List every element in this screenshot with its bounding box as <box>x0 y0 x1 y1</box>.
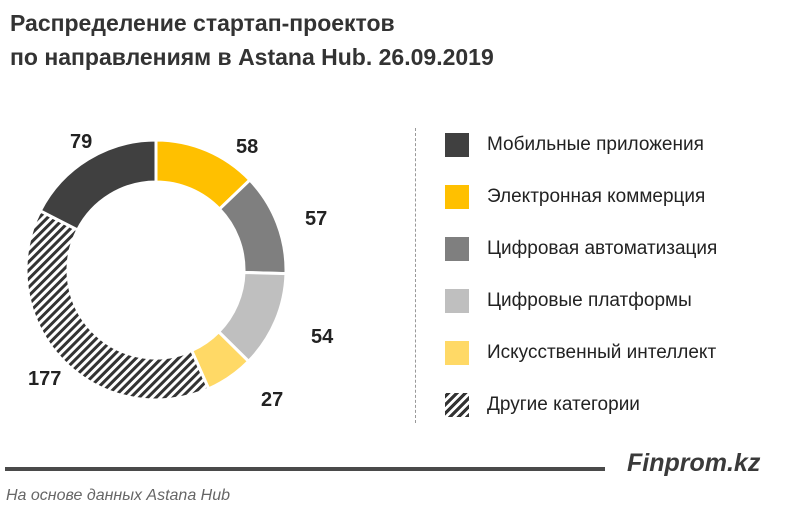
data-label: 54 <box>311 326 334 348</box>
donut-slice <box>24 208 211 402</box>
legend-label: Электронная коммерция <box>487 186 706 207</box>
legend-swatch <box>445 185 469 209</box>
legend-label: Мобильные приложения <box>487 134 704 155</box>
legend-item: Искусственный интеллект <box>445 341 716 365</box>
legend-label: Другие категории <box>487 394 640 415</box>
chart-title: Распределение стартап-проектов по направ… <box>10 6 494 74</box>
data-label: 57 <box>305 208 327 230</box>
title-line-1: Распределение стартап-проектов <box>10 10 395 36</box>
legend-label: Цифровая автоматизация <box>487 238 718 259</box>
legend-swatch <box>445 341 469 365</box>
title-line-2: по направлениям в Astana Hub. 26.09.2019 <box>10 44 494 70</box>
legend-swatch <box>445 237 469 261</box>
legend-swatch <box>445 289 469 313</box>
footer-rule <box>5 467 605 471</box>
legend-swatch <box>445 393 469 417</box>
legend-swatch <box>445 133 469 157</box>
legend-item: Цифровые платформы <box>445 289 692 313</box>
legend-item: Электронная коммерция <box>445 185 705 209</box>
data-label: 79 <box>70 131 92 153</box>
legend-item: Цифровая автоматизация <box>445 237 717 261</box>
legend-item: Другие категории <box>445 393 640 417</box>
legend-label: Цифровые платформы <box>487 290 692 311</box>
brand-logo: Finprom.kz <box>627 449 761 477</box>
legend-divider <box>415 128 416 423</box>
data-label: 58 <box>236 136 258 158</box>
legend-item: Мобильные приложения <box>445 133 704 157</box>
donut-slice <box>38 138 158 232</box>
legend-label: Искусственный интеллект <box>487 342 717 363</box>
data-label: 177 <box>28 368 61 390</box>
source-note: На основе данных Astana Hub <box>6 487 231 504</box>
data-label: 27 <box>261 389 283 411</box>
